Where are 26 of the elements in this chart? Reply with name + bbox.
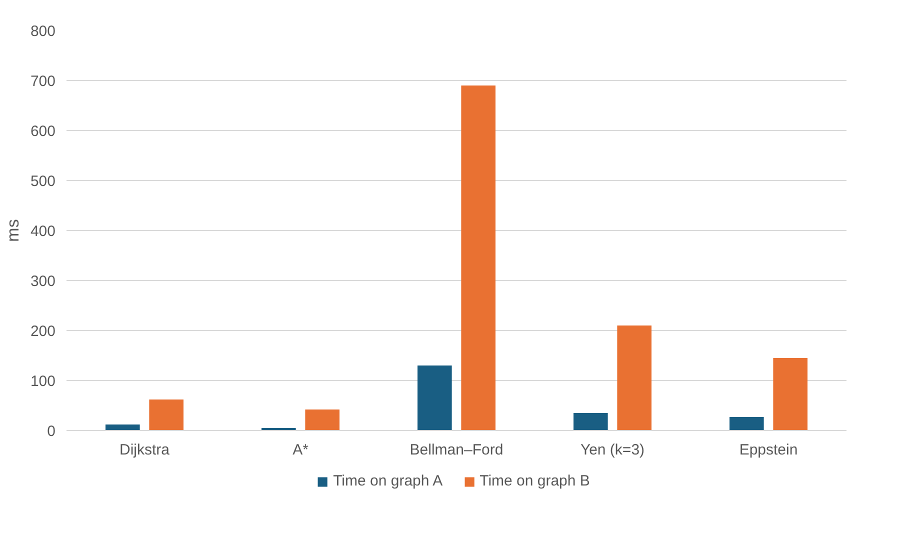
- bar: [617, 326, 652, 430]
- legend-label: Time on graph A: [333, 472, 443, 490]
- bar: [149, 400, 184, 430]
- bar: [106, 424, 140, 430]
- x-tick-label: Yen (k=3): [580, 442, 645, 458]
- y-tick-label: 300: [30, 273, 56, 290]
- bar: [730, 417, 764, 430]
- y-tick-label: 400: [30, 223, 56, 240]
- x-tick-label: Dijkstra: [120, 442, 170, 458]
- x-tick-label: A*: [292, 442, 309, 458]
- y-tick-label: 200: [30, 323, 56, 340]
- bar: [574, 413, 608, 430]
- y-axis-title: ms: [3, 219, 22, 242]
- y-tick-label: 800: [30, 23, 56, 40]
- bar: [773, 358, 808, 430]
- y-tick-label: 700: [30, 73, 56, 90]
- y-tick-label: 0: [47, 423, 56, 440]
- bar: [461, 86, 496, 430]
- legend-label: Time on graph B: [480, 472, 590, 490]
- bar: [305, 410, 340, 430]
- bar: [418, 366, 452, 430]
- y-tick-label: 600: [30, 123, 56, 140]
- x-tick-label: Bellman–Ford: [410, 442, 504, 458]
- y-tick-label: 100: [30, 373, 56, 390]
- y-tick-label: 500: [30, 173, 56, 190]
- x-tick-label: Eppstein: [739, 442, 798, 458]
